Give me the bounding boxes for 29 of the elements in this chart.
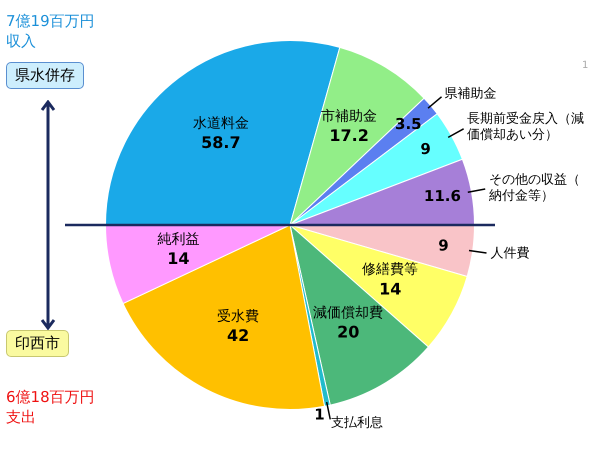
slice-label: 修繕費等: [362, 262, 418, 278]
data-label: 14: [167, 249, 190, 268]
slice-label: 純利益: [157, 232, 200, 248]
data-label: 42: [226, 326, 250, 346]
data-label: 3.5: [395, 114, 422, 133]
text: 印西市: [6, 330, 69, 357]
text: 支出: [6, 408, 36, 427]
slice-label: 減価償却費: [313, 305, 384, 322]
slice-label: 支払利息: [331, 416, 384, 431]
text: 収入: [6, 32, 36, 51]
data-label: 20: [337, 322, 360, 342]
data-label: 9: [420, 140, 431, 158]
text: 県水併存: [6, 62, 84, 89]
slice-label: その他の収益（納付金等）: [489, 172, 580, 204]
text: 6億18百万円: [6, 388, 95, 407]
slice-label: 長期前受金戻入（減価償却あい分）: [467, 111, 584, 142]
text: 1: [582, 60, 588, 71]
text: 7億19百万円: [6, 12, 95, 31]
data-label: 17.2: [329, 126, 369, 146]
data-label: 9: [438, 236, 449, 255]
slice-label: 人件費: [490, 246, 530, 261]
slice-label: 市補助金: [321, 108, 378, 125]
data-label: 1: [314, 405, 325, 424]
slice-label: 受水費: [217, 308, 260, 325]
slice-label: 水道料金: [192, 115, 249, 132]
data-label: 14: [379, 279, 402, 298]
data-label: 58.7: [201, 133, 241, 152]
slice-label: 県補助金: [444, 86, 497, 102]
data-label: 11.6: [424, 186, 461, 205]
